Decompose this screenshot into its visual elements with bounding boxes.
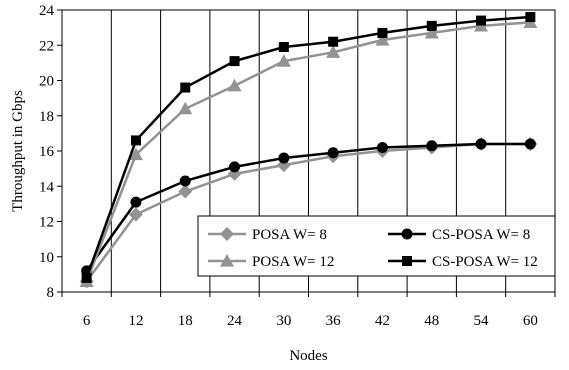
y-tick-label: 22 (39, 38, 54, 54)
y-tick-label: 10 (39, 250, 54, 266)
plot-area: 8 10 12 14 16 18 20 22 24 6 12 18 24 30 36 42 48 54 60 (39, 3, 556, 329)
data-point (426, 20, 437, 31)
y-tick-label: 24 (39, 3, 55, 19)
data-point (227, 78, 242, 92)
legend-box (197, 215, 556, 277)
data-point (229, 161, 241, 173)
x-tick-label: 48 (424, 313, 439, 329)
series-posa-w-12 (79, 15, 538, 288)
x-tick-label: 60 (523, 313, 538, 329)
data-point (424, 25, 439, 39)
legend-marker (220, 254, 234, 267)
legend-label: POSA W= 8 (252, 227, 327, 243)
data-point (278, 42, 289, 53)
data-point (130, 135, 141, 146)
series-cs-posa-w-8 (81, 138, 536, 277)
x-tick-label: 30 (276, 313, 291, 329)
x-tick-label: 36 (326, 313, 342, 329)
data-point (128, 207, 143, 222)
x-tick-label: 6 (83, 313, 91, 329)
data-point (276, 54, 291, 67)
data-point (278, 152, 290, 164)
x-tick-label: 42 (375, 313, 390, 329)
x-tick-label: 54 (474, 313, 490, 329)
y-tick-label: 20 (39, 74, 54, 90)
data-point (128, 147, 143, 161)
x-tick-label: 24 (227, 313, 243, 329)
series-line (85, 21, 531, 282)
data-point (377, 27, 388, 38)
series-line (85, 15, 531, 279)
data-point (81, 272, 92, 283)
data-point (525, 12, 536, 23)
legend-label: CS-POSA W= 12 (432, 254, 538, 270)
data-point (376, 141, 388, 153)
legend-marker (402, 256, 412, 266)
series-line (85, 142, 531, 272)
y-tick-label: 14 (39, 179, 55, 195)
legend-item: CS-POSA W= 8 (388, 227, 530, 243)
x-tick-label: 12 (128, 313, 143, 329)
y-tick-label: 8 (47, 285, 55, 301)
data-point (327, 147, 339, 159)
series-group (79, 12, 538, 289)
y-tick-label: 16 (39, 144, 55, 160)
x-tick-label: 18 (178, 313, 193, 329)
legend-item: POSA W= 12 (208, 254, 334, 270)
x-tick-labels: 6 12 18 24 30 36 42 48 54 60 (61, 292, 556, 329)
legend-marker (220, 227, 234, 241)
legend-label: CS-POSA W= 8 (432, 227, 530, 243)
data-point (475, 138, 487, 150)
data-point (476, 15, 487, 26)
data-point (326, 45, 341, 58)
data-point (524, 138, 536, 150)
legend-marker (401, 228, 413, 240)
data-point (178, 184, 193, 199)
data-point (229, 56, 240, 67)
y-tick-label: 12 (39, 215, 54, 231)
data-point (179, 175, 191, 187)
data-point (178, 101, 193, 115)
legend-label: POSA W= 12 (252, 254, 334, 270)
data-point (180, 82, 191, 93)
data-point (328, 36, 339, 47)
legend-item: POSA W= 8 (208, 227, 327, 243)
data-point (426, 140, 438, 152)
data-point (130, 196, 142, 208)
series-cs-posa-w-12 (81, 12, 536, 283)
y-tick-label: 18 (39, 109, 54, 125)
y-tick-labels: 8 10 12 14 16 18 20 22 24 (39, 3, 62, 301)
legend: POSA W= 8 CS-POSA W= 8 POSA W= 12 CS-POSA W… (197, 215, 556, 277)
data-point (375, 32, 390, 46)
x-axis-title: Nodes (289, 348, 327, 364)
y-axis-title: Throughput in Gbps (10, 90, 26, 212)
legend-item: CS-POSA W= 12 (388, 254, 538, 270)
